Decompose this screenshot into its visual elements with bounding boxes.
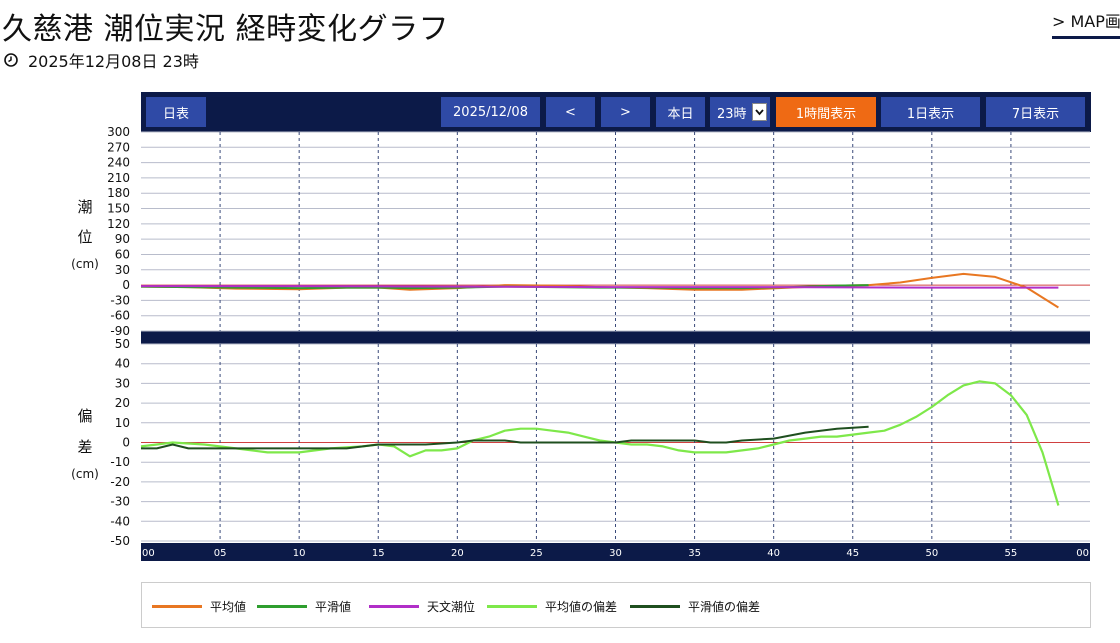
next-button[interactable]: > [601, 97, 650, 127]
y-tick-label: -90 [110, 324, 130, 338]
panel-separator [141, 331, 1090, 344]
tide-chart: 3002702402101801501209060300-30-60-90潮位(… [71, 125, 1090, 561]
y-tick-label: 120 [107, 217, 130, 231]
map-link[interactable]: > MAP画面 [1052, 8, 1120, 39]
chevron-down-icon [752, 103, 767, 121]
y-axis-label: 潮 [77, 198, 92, 216]
view-1d-button[interactable]: 1日表示 [881, 97, 980, 127]
legend-item-smoothed: 平滑値 [257, 583, 351, 629]
legend-label: 平均値の偏差 [545, 599, 618, 614]
y-tick-label: 0 [122, 436, 130, 450]
legend-label: 平滑値 [315, 599, 352, 614]
legend-swatch [369, 604, 419, 608]
y-axis-label: (cm) [71, 257, 99, 271]
y-axis-label: 差 [77, 438, 92, 456]
y-tick-label: 50 [115, 337, 130, 351]
series-line-smoothed-dev [141, 425, 869, 450]
series-line-astro [141, 285, 1059, 289]
y-tick-label: 180 [107, 186, 130, 200]
tide-level-panel: 3002702402101801501209060300-30-60-90潮位(… [71, 125, 1090, 338]
observation-datetime: 2025年12月08日 23時 [4, 48, 199, 72]
legend-item-mean-deviation: 平均値の偏差 [487, 583, 617, 629]
x-axis-bar [141, 543, 1090, 561]
y-tick-label: -40 [110, 514, 130, 528]
x-tick-label: 50 [925, 548, 938, 559]
y-axis-label: 偏 [77, 407, 92, 425]
legend-swatch [630, 604, 680, 608]
today-button[interactable]: 本日 [656, 97, 705, 127]
y-tick-label: 40 [115, 357, 130, 371]
x-tick-label: 35 [688, 548, 701, 559]
y-tick-label: 210 [107, 171, 130, 185]
page-title: 久慈港 潮位実況 経時変化グラフ [2, 12, 450, 47]
x-tick-label: 25 [530, 548, 543, 559]
y-axis-label: (cm) [71, 467, 99, 481]
legend-swatch [257, 604, 307, 608]
legend-item-smoothed-deviation: 平滑値の偏差 [630, 583, 760, 629]
legend-swatch [152, 604, 202, 608]
clock-icon [4, 53, 18, 67]
view-7d-button[interactable]: 7日表示 [986, 97, 1085, 127]
view-1h-button[interactable]: 1時間表示 [776, 97, 876, 127]
x-tick-label: 10 [293, 548, 306, 559]
legend-swatch [487, 604, 537, 608]
legend-label: 平均値 [210, 599, 247, 614]
x-tick-label: 55 [1005, 548, 1018, 559]
x-tick-label: 00 [1076, 548, 1089, 559]
y-tick-label: -50 [110, 534, 130, 548]
y-tick-label: -60 [110, 309, 130, 323]
y-tick-label: -10 [110, 455, 130, 469]
legend-item-mean: 平均値 [152, 583, 246, 629]
legend-label: 天文潮位 [427, 599, 476, 614]
y-axis-label: 位 [77, 228, 92, 246]
legend-label: 平滑値の偏差 [688, 599, 761, 614]
x-tick-label: 45 [846, 548, 859, 559]
y-tick-label: 150 [107, 202, 130, 216]
daily-table-button[interactable]: 日表 [146, 97, 206, 127]
deviation-panel: 50 40 30 20 10 0 -10 -20 -30 -40 -50 偏差 (cm) [71, 337, 1090, 548]
y-tick-label: 20 [115, 396, 130, 410]
y-tick-label: -20 [110, 475, 130, 489]
y-tick-label: -30 [110, 293, 130, 307]
x-tick-label: 20 [451, 548, 464, 559]
y-tick-label: 30 [115, 376, 130, 390]
hour-select[interactable]: 23時 [710, 97, 770, 127]
y-tick-label: 240 [107, 156, 130, 170]
series-line-mean [140, 272, 1059, 309]
prev-button[interactable]: < [546, 97, 595, 127]
y-tick-label: 10 [115, 416, 130, 430]
x-tick-label: 05 [214, 548, 227, 559]
x-tick-label: 00 [142, 548, 155, 559]
y-tick-label: -30 [110, 495, 130, 509]
y-tick-label: 60 [115, 247, 130, 261]
legend-item-astronomical: 天文潮位 [369, 583, 475, 629]
chart-toolbar: 日表 2025/12/08 < > 本日 23時 1時間表示 1日表示 7日表示 [141, 92, 1091, 132]
datetime-text: 2025年12月08日 23時 [28, 52, 199, 71]
y-tick-label: 0 [122, 278, 130, 292]
x-tick-label: 40 [767, 548, 780, 559]
hour-select-value: 23時 [717, 106, 747, 122]
y-tick-label: 90 [115, 232, 130, 246]
y-tick-label: 30 [115, 263, 130, 277]
y-tick-label: 270 [107, 140, 130, 154]
x-tick-label: 30 [609, 548, 622, 559]
chart-legend: 平均値 平滑値 天文潮位 平均値の偏差 平滑値の偏差 [141, 582, 1091, 628]
y-tick-label: 300 [107, 125, 130, 139]
x-tick-label: 15 [372, 548, 385, 559]
date-button[interactable]: 2025/12/08 [441, 97, 540, 127]
